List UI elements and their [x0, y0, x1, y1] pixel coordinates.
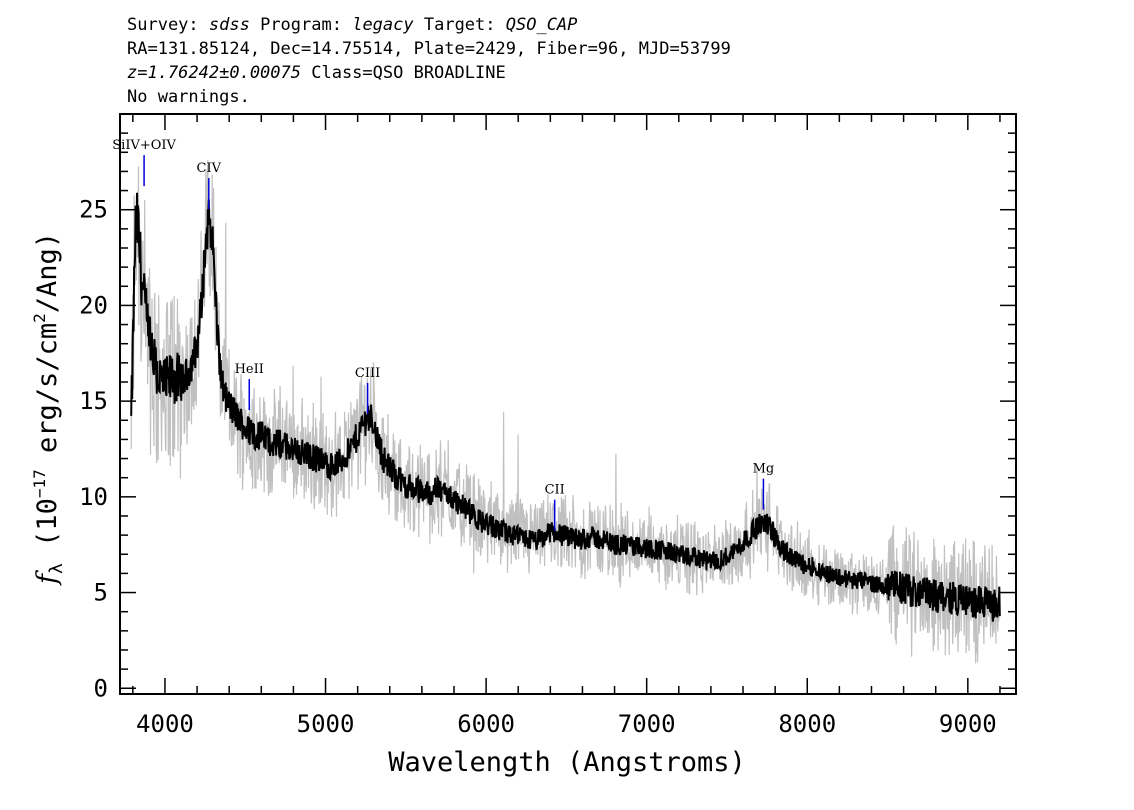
line-marker-label: Mg [753, 462, 775, 477]
y-tick-label: 15 [79, 387, 108, 415]
emission-line-markers: SiIV+OIV CIV HeII CIII CII Mg [112, 138, 774, 531]
y-tick-label: 0 [94, 674, 108, 702]
x-axis-title: Wavelength (Angstroms) [388, 747, 746, 778]
y-tick-label: 25 [79, 196, 108, 224]
flux-series [130, 192, 1001, 622]
y-tick-label: 10 [79, 483, 108, 511]
line-marker-label: CIV [197, 161, 222, 176]
flux-line [130, 192, 1001, 622]
y-tick-label: 5 [94, 579, 108, 607]
header-fragment: sdss [209, 15, 250, 35]
x-tick-label: 8000 [778, 710, 836, 738]
header-fragment: Class=QSO BROADLINE [301, 63, 506, 83]
line-marker-label: CII [545, 483, 565, 498]
plot-frame [119, 113, 1017, 695]
line-marker-label: HeII [235, 362, 264, 377]
header-line-survey: Survey: sdss Program: legacy Target: QSO… [127, 15, 577, 35]
y-label-sub: λ [46, 563, 67, 574]
x-tick-label: 7000 [618, 710, 676, 738]
x-tick-label: 6000 [457, 710, 515, 738]
y-label-f: f [32, 570, 63, 586]
y-axis-title: fλ (10−17 erg/s/cm2/Ang) [30, 232, 67, 586]
header-fragment: Survey: [127, 15, 209, 35]
header-fragment: QSO_CAP [506, 15, 578, 35]
x-tick-label: 4000 [136, 710, 194, 738]
line-marker-label: SiIV+OIV [112, 138, 176, 153]
header-line-redshift: z=1.76242±0.00075 Class=QSO BROADLINE [127, 63, 506, 83]
y-label-post: /Ang) [32, 232, 63, 313]
header-fragment: z=1.76242±0.00075 [127, 63, 301, 83]
header-line-coords: RA=131.85124, Dec=14.75514, Plate=2429, … [127, 39, 731, 59]
line-marker-label: CIII [355, 366, 380, 381]
x-tick-label: 5000 [297, 710, 355, 738]
y-label-mid: erg/s/cm [32, 323, 63, 469]
y-tick-label: 20 [79, 291, 108, 319]
noise-line [130, 160, 1001, 664]
header-fragment: legacy [352, 15, 414, 35]
header-fragment: Target: [414, 15, 506, 35]
y-label-pre: (10 [32, 498, 63, 563]
y-label-sup1: −17 [30, 469, 49, 498]
y-label-sup2: 2 [30, 313, 49, 323]
axis-ticks: 4000 5000 6000 7000 8000 9000 0 5 10 15 20 25 [79, 113, 1016, 738]
noise-band [130, 160, 1001, 664]
header-fragment: Program: [250, 15, 352, 35]
header-line-warnings: No warnings. [127, 87, 250, 107]
x-tick-label: 9000 [939, 710, 997, 738]
